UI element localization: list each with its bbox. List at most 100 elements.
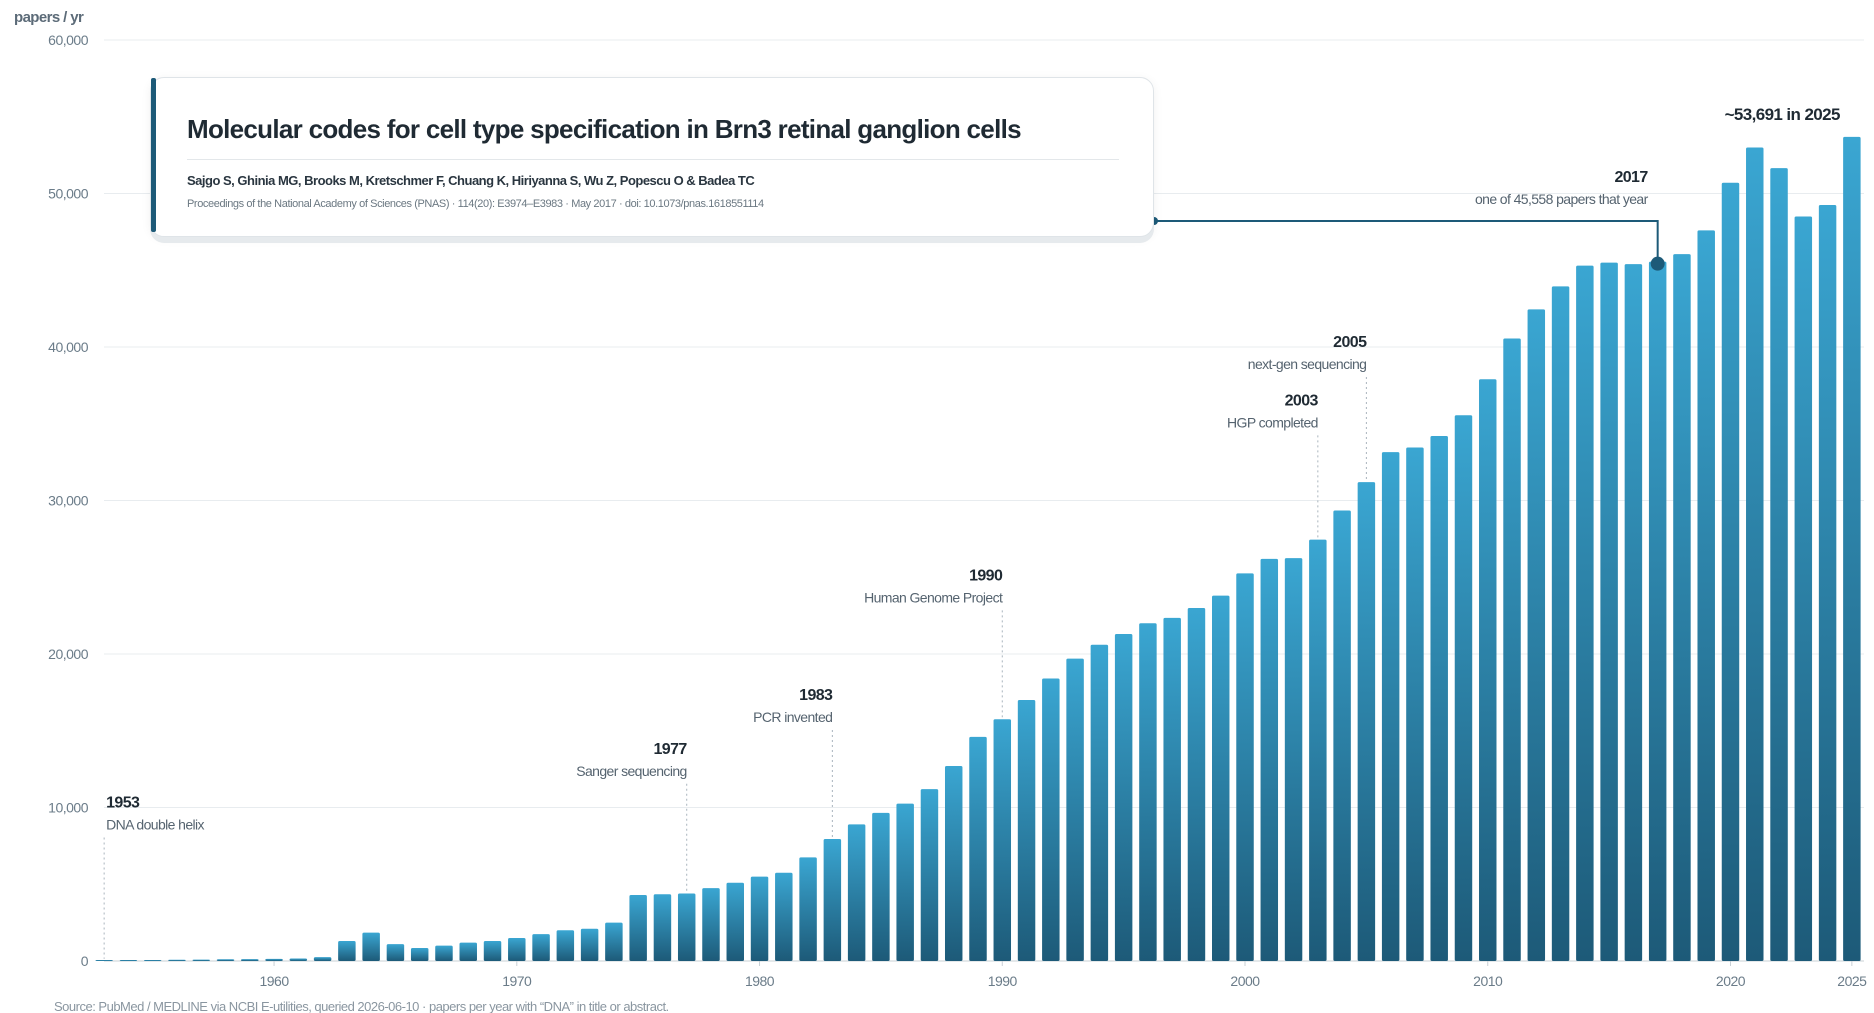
y-tick-label: 0 bbox=[81, 953, 89, 969]
annotation-text: DNA double helix bbox=[106, 817, 204, 833]
bar bbox=[605, 922, 623, 961]
bar bbox=[775, 872, 793, 961]
x-tick-label: 2000 bbox=[1230, 973, 1260, 989]
bar bbox=[362, 932, 380, 961]
y-tick-label: 50,000 bbox=[48, 186, 89, 202]
bar bbox=[1066, 658, 1084, 961]
bar bbox=[483, 941, 502, 961]
card-divider bbox=[187, 159, 1119, 160]
source-note: Source: PubMed / MEDLINE via NCBI E-util… bbox=[54, 999, 669, 1013]
bar bbox=[1527, 309, 1546, 962]
paper-card[interactable]: Molecular codes for cell type specificat… bbox=[150, 77, 1154, 237]
bar bbox=[95, 960, 113, 961]
annotation-text: HGP completed bbox=[1227, 414, 1318, 430]
bar bbox=[799, 857, 817, 961]
bar bbox=[1576, 265, 1594, 961]
annotation-text: PCR invented bbox=[753, 709, 832, 725]
paper-authors: Sajgo S, Ghinia MG, Brooks M, Kretschmer… bbox=[187, 173, 755, 188]
bar bbox=[410, 947, 429, 961]
x-tick-label: 1960 bbox=[259, 973, 289, 989]
x-tick-label: 1970 bbox=[502, 973, 532, 989]
bar bbox=[920, 789, 939, 961]
annotation-year: 1990 bbox=[969, 567, 1003, 584]
bar bbox=[216, 959, 235, 961]
y-tick-label: 60,000 bbox=[48, 32, 89, 48]
paper-citation: Proceedings of the National Academy of S… bbox=[187, 198, 764, 210]
bar bbox=[944, 766, 963, 961]
bar bbox=[1236, 573, 1254, 961]
bar bbox=[653, 894, 672, 961]
bar bbox=[1187, 607, 1206, 961]
bar bbox=[386, 944, 405, 961]
x-tick-label: 1980 bbox=[745, 973, 775, 989]
bar bbox=[1551, 286, 1570, 961]
bar bbox=[580, 928, 599, 961]
bar bbox=[289, 958, 308, 961]
bar bbox=[847, 824, 866, 961]
bar bbox=[1818, 205, 1837, 961]
bar bbox=[726, 882, 744, 961]
bar bbox=[1139, 623, 1157, 961]
bar bbox=[1430, 436, 1448, 961]
bar bbox=[1600, 262, 1618, 961]
x-tick-label: 2010 bbox=[1473, 973, 1503, 989]
bar bbox=[338, 941, 356, 961]
bar bbox=[1406, 447, 1424, 962]
bar bbox=[532, 934, 550, 961]
bar bbox=[1503, 338, 1521, 961]
bar bbox=[143, 960, 162, 961]
bar bbox=[1454, 415, 1473, 961]
bar bbox=[1260, 558, 1279, 961]
bar bbox=[1697, 230, 1715, 962]
latest-value-callout: ~53,691 in 2025 bbox=[1725, 105, 1840, 124]
y-axis-ticks: 0 10,000 20,000 30,000 40,000 50,000 60,000 bbox=[48, 32, 89, 969]
bar bbox=[1648, 261, 1667, 961]
x-tick-label: 1990 bbox=[988, 973, 1018, 989]
bar bbox=[1843, 136, 1861, 962]
bar bbox=[192, 959, 210, 961]
bar bbox=[1673, 254, 1691, 961]
bar bbox=[1090, 644, 1109, 961]
card-accent-bar bbox=[151, 78, 156, 232]
bar bbox=[993, 719, 1012, 961]
bar bbox=[1794, 216, 1813, 961]
annotation-year: 2005 bbox=[1333, 334, 1367, 351]
bar bbox=[241, 959, 259, 961]
y-tick-label: 40,000 bbox=[48, 339, 89, 355]
bar bbox=[265, 958, 283, 961]
x-axis-ticks: 1960 1970 1980 1990 2000 2010 2020 2025 bbox=[259, 961, 1868, 989]
bar bbox=[1357, 482, 1376, 961]
bar bbox=[1212, 595, 1230, 961]
bar bbox=[508, 937, 526, 961]
annotation-year: 2003 bbox=[1285, 392, 1319, 409]
bar bbox=[1333, 510, 1351, 961]
bar bbox=[1624, 264, 1643, 961]
annotation-text: Human Genome Project bbox=[864, 589, 1003, 605]
paper-connector-line bbox=[1154, 220, 1659, 264]
bar bbox=[459, 942, 477, 961]
bars bbox=[95, 136, 1861, 962]
highlight-text-label: one of 45,558 papers that year bbox=[1475, 191, 1649, 207]
bar bbox=[702, 888, 720, 961]
bar bbox=[1042, 678, 1060, 961]
paper-title: Molecular codes for cell type specificat… bbox=[187, 114, 1022, 144]
annotation-year: 1953 bbox=[106, 795, 140, 812]
bar bbox=[435, 945, 453, 961]
y-tick-label: 10,000 bbox=[48, 800, 89, 816]
highlight-2017: 2017 one of 45,558 papers that year bbox=[1150, 169, 1665, 271]
bar bbox=[896, 803, 914, 961]
y-tick-label: 20,000 bbox=[48, 646, 89, 662]
bar bbox=[1017, 700, 1036, 961]
bar bbox=[1479, 379, 1497, 961]
bar bbox=[1721, 182, 1740, 961]
bar bbox=[677, 893, 696, 961]
bar bbox=[168, 959, 186, 961]
bar bbox=[1381, 452, 1400, 961]
bar bbox=[1746, 147, 1764, 961]
bar bbox=[313, 957, 332, 961]
bar bbox=[1770, 168, 1788, 962]
bar bbox=[1114, 634, 1133, 961]
bar bbox=[629, 894, 647, 961]
bar bbox=[872, 812, 890, 961]
x-tick-label: 2020 bbox=[1716, 973, 1746, 989]
